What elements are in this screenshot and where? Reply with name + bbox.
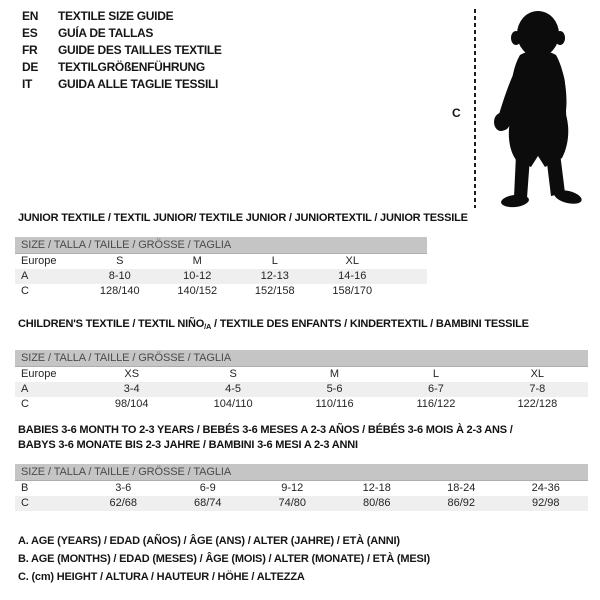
age-cell: 10-12 xyxy=(183,270,212,282)
size-cell: S xyxy=(229,368,237,380)
junior-section-title: JUNIOR TEXTILE / TEXTIL JUNIOR/ TEXTILE … xyxy=(18,212,468,224)
table-row-europe: Europe XS S M L XL xyxy=(15,367,588,382)
language-row: EN TEXTILE SIZE GUIDE xyxy=(22,9,222,26)
age-cell: 4-5 xyxy=(225,383,242,395)
height-cell: 158/170 xyxy=(332,285,373,297)
footnote-a: A. AGE (YEARS) / EDAD (AÑOS) / ÂGE (ANS)… xyxy=(18,535,400,547)
height-cell: 104/110 xyxy=(213,398,253,410)
age-cell: 8-10 xyxy=(108,270,131,282)
height-cell: 98/104 xyxy=(114,398,149,410)
age-cell: 14-16 xyxy=(338,270,367,282)
babies-title-line1: BABIES 3-6 MONTH TO 2-3 YEARS / BEBÉS 3-… xyxy=(18,424,513,436)
junior-size-table: SIZE / TALLA / TAILLE / GRÖSSE / TAGLIA … xyxy=(15,237,427,299)
language-row: ES GUÍA DE TALLAS xyxy=(22,26,222,43)
height-cell: 86/92 xyxy=(447,497,476,509)
age-cell: 12-13 xyxy=(260,270,289,282)
children-size-table: SIZE / TALLA / TAILLE / GRÖSSE / TAGLIA … xyxy=(15,350,588,412)
baby-silhouette-icon xyxy=(494,11,582,208)
height-cell: 80/86 xyxy=(362,497,391,509)
table-row-height: C 128/140 140/152 152/158 158/170 xyxy=(15,284,427,299)
height-measure-line xyxy=(474,9,476,208)
height-cell: 92/98 xyxy=(531,497,560,509)
language-code: DE xyxy=(22,60,39,74)
table-row-age: A 3-4 4-5 5-6 6-7 7-8 xyxy=(15,382,588,397)
language-header: EN TEXTILE SIZE GUIDE ES GUÍA DE TALLAS … xyxy=(22,9,222,94)
footnotes: A. AGE (YEARS) / EDAD (AÑOS) / ÂGE (ANS)… xyxy=(18,535,430,589)
children-title-text: / TEXTILE DES ENFANTS / KINDERTEXTIL / B… xyxy=(211,318,529,330)
size-cell: M xyxy=(329,368,340,380)
language-label: GUIDA ALLE TAGLIE TESSILI xyxy=(58,77,219,91)
row-label: A xyxy=(21,383,29,395)
row-label: B xyxy=(21,482,29,494)
table-row-height: C 62/68 68/74 74/80 80/86 86/92 92/98 xyxy=(15,496,588,511)
age-cell: 5-6 xyxy=(326,383,343,395)
height-cell: 116/122 xyxy=(416,398,456,410)
language-label: TEXTILE SIZE GUIDE xyxy=(58,9,174,23)
age-cell: 12-18 xyxy=(362,482,391,494)
height-cell: 68/74 xyxy=(193,497,222,509)
age-cell: 3-4 xyxy=(123,383,140,395)
age-cell: 6-7 xyxy=(427,383,444,395)
height-cell: 110/116 xyxy=(315,398,354,410)
table-row-europe: Europe S M L XL xyxy=(15,254,427,269)
table-row-age: A 8-10 10-12 12-13 14-16 xyxy=(15,269,427,284)
size-cell: S xyxy=(116,255,124,267)
size-cell: XL xyxy=(345,255,359,267)
language-row: FR GUIDE DES TAILLES TEXTILE xyxy=(22,43,222,60)
measure-label-c: C xyxy=(452,106,461,120)
height-cell: 152/158 xyxy=(254,285,295,297)
babies-section-title: BABIES 3-6 MONTH TO 2-3 YEARS / BEBÉS 3-… xyxy=(18,423,513,453)
height-cell: 128/140 xyxy=(99,285,140,297)
size-cell: M xyxy=(192,255,202,267)
row-label: Europe xyxy=(21,255,57,267)
language-label: GUÍA DE TALLAS xyxy=(58,26,154,40)
table-row-age-months: B 3-6 6-9 9-12 12-18 18-24 24-36 xyxy=(15,481,588,496)
age-cell: 18-24 xyxy=(447,482,476,494)
size-cell: L xyxy=(271,255,278,267)
age-cell: 6-9 xyxy=(199,482,216,494)
language-label: GUIDE DES TAILLES TEXTILE xyxy=(58,43,222,57)
babies-title-line2: BABYS 3-6 MONATE BIS 2-3 JAHRE / BAMBINI… xyxy=(18,439,358,451)
language-code: ES xyxy=(22,26,38,40)
footnote-c: C. (cm) HEIGHT / ALTURA / HAUTEUR / HÖHE… xyxy=(18,571,305,583)
size-header-bar: SIZE / TALLA / TAILLE / GRÖSSE / TAGLIA xyxy=(15,350,588,367)
footnote-b: B. AGE (MONTHS) / EDAD (MESES) / ÂGE (MO… xyxy=(18,553,430,565)
age-cell: 9-12 xyxy=(281,482,304,494)
babies-size-table: SIZE / TALLA / TAILLE / GRÖSSE / TAGLIA … xyxy=(15,464,588,511)
age-cell: 7-8 xyxy=(529,383,546,395)
height-cell: 74/80 xyxy=(278,497,307,509)
age-cell: 24-36 xyxy=(531,482,560,494)
size-header-bar: SIZE / TALLA / TAILLE / GRÖSSE / TAGLIA xyxy=(15,237,427,254)
size-cell: XL xyxy=(530,368,545,380)
row-label: Europe xyxy=(21,368,57,380)
height-cell: 62/68 xyxy=(109,497,138,509)
language-code: IT xyxy=(22,77,33,91)
row-label: C xyxy=(21,398,29,410)
language-code: EN xyxy=(22,9,39,23)
table-row-height: C 98/104 104/110 110/116 116/122 122/128 xyxy=(15,397,588,412)
row-label: A xyxy=(21,270,29,282)
children-section-title: CHILDREN'S TEXTILE / TEXTIL NIÑO/A / TEX… xyxy=(18,318,529,331)
children-title-text: CHILDREN'S TEXTILE / TEXTIL NIÑO xyxy=(18,318,205,330)
row-label: C xyxy=(21,497,29,509)
size-cell: XS xyxy=(124,368,140,380)
language-code: FR xyxy=(22,43,38,57)
language-row: DE TEXTILGRÖßENFÜHRUNG xyxy=(22,60,222,77)
height-cell: 140/152 xyxy=(177,285,218,297)
language-row: IT GUIDA ALLE TAGLIE TESSILI xyxy=(22,77,222,94)
language-label: TEXTILGRÖßENFÜHRUNG xyxy=(58,60,205,74)
children-title-sub: /A xyxy=(204,322,212,331)
age-cell: 3-6 xyxy=(115,482,132,494)
size-header-bar: SIZE / TALLA / TAILLE / GRÖSSE / TAGLIA xyxy=(15,464,588,481)
row-label: C xyxy=(21,285,29,297)
height-cell: 122/128 xyxy=(517,398,558,410)
size-cell: L xyxy=(432,368,439,380)
